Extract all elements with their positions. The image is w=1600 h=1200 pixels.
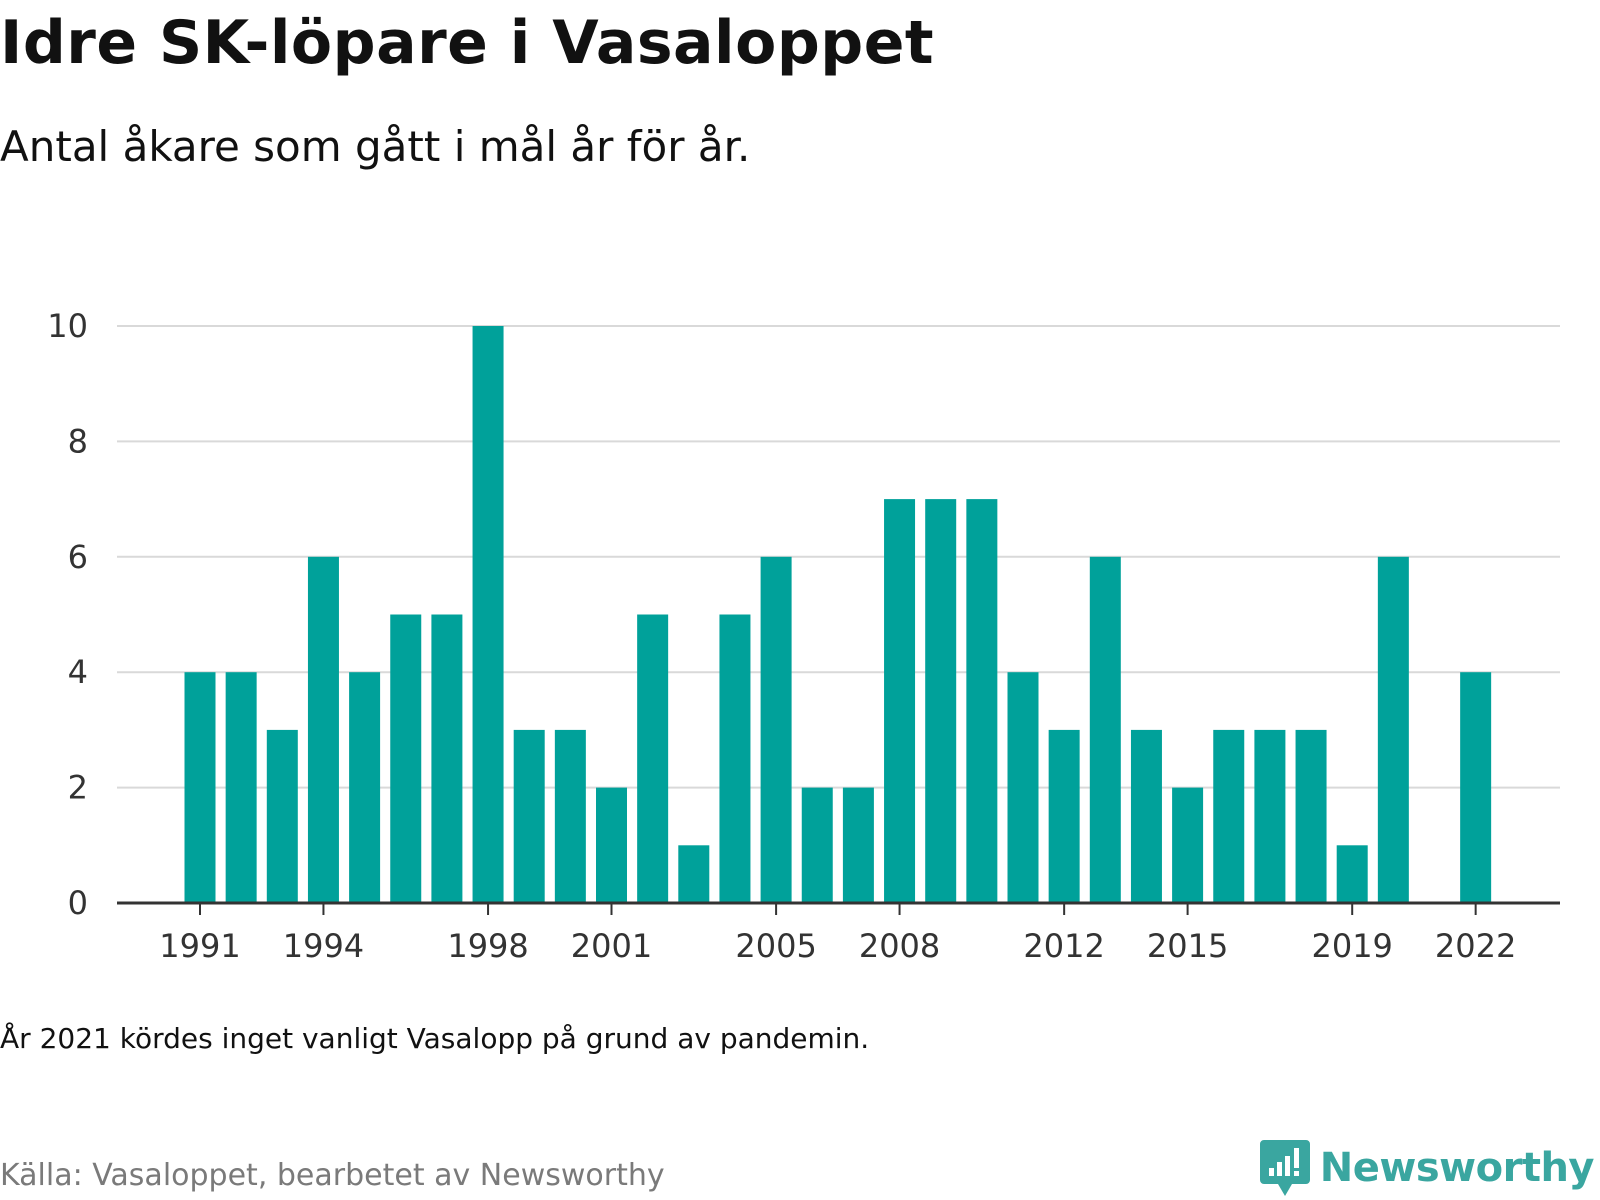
brand-logo: Newsworthy — [1259, 1140, 1595, 1196]
bar-2017 — [1254, 729, 1286, 903]
bar-1992 — [225, 672, 257, 903]
x-tick-label-1994: 1994 — [283, 927, 364, 965]
bar-1999 — [513, 729, 545, 903]
bar-2004 — [719, 614, 751, 903]
bar-2002 — [637, 614, 669, 903]
x-tick-label-2015: 2015 — [1147, 927, 1228, 965]
y-axis-labels: 0 2 4 6 8 10 — [47, 307, 88, 922]
y-tick-label-4: 4 — [68, 653, 88, 691]
bar-2005 — [760, 556, 792, 903]
bar-2009 — [925, 499, 957, 903]
bar-2011 — [1007, 672, 1039, 903]
x-tick-label-1991: 1991 — [159, 927, 240, 965]
bars — [184, 326, 1492, 903]
x-axis-ticks — [199, 903, 1477, 915]
bar-2006 — [801, 787, 833, 903]
bar-2010 — [966, 499, 998, 903]
bar-2019 — [1336, 845, 1368, 903]
y-tick-label-0: 0 — [68, 884, 88, 922]
y-tick-label-8: 8 — [68, 422, 88, 460]
bar-1996 — [390, 614, 422, 903]
bar-chart: 0 2 4 6 8 10 1991 1994 1998 2001 2005 2008 2012 2015… — [47, 307, 1560, 965]
brand-name: Newsworthy — [1319, 1145, 1595, 1191]
chart-subtitle: Antal åkare som gått i mål år för år. — [0, 122, 751, 171]
bar-2000 — [554, 729, 586, 903]
bar-2020 — [1377, 556, 1409, 903]
bar-chart-speech-bubble-icon — [1259, 1140, 1310, 1196]
x-tick-label-2001: 2001 — [571, 927, 652, 965]
x-tick-label-1998: 1998 — [447, 927, 528, 965]
bar-1995 — [349, 672, 381, 903]
bar-2016 — [1213, 729, 1245, 903]
bar-2012 — [1048, 729, 1080, 903]
y-tick-label-10: 10 — [47, 307, 88, 345]
bar-1994 — [307, 556, 339, 903]
x-tick-label-2005: 2005 — [735, 927, 816, 965]
x-tick-label-2019: 2019 — [1311, 927, 1392, 965]
bar-2001 — [596, 787, 627, 903]
bar-2003 — [678, 845, 710, 903]
chart-title: Idre SK-löpare i Vasaloppet — [0, 8, 935, 78]
x-tick-label-2022: 2022 — [1435, 927, 1516, 965]
footnote: År 2021 kördes inget vanligt Vasalopp på… — [0, 1022, 870, 1055]
bar-2007 — [842, 787, 874, 903]
bar-1991 — [184, 672, 216, 903]
y-tick-label-2: 2 — [68, 769, 88, 807]
bar-1998 — [472, 326, 504, 903]
bar-1997 — [431, 614, 463, 903]
bar-2022 — [1460, 672, 1492, 903]
x-tick-label-2008: 2008 — [859, 927, 940, 965]
x-axis-labels: 1991 1994 1998 2001 2005 2008 2012 2015 2019 2022 — [159, 927, 1516, 965]
source-credit: Källa: Vasaloppet, bearbetet av Newswort… — [0, 1158, 665, 1193]
bar-2008 — [884, 499, 916, 903]
y-tick-label-6: 6 — [68, 538, 88, 576]
x-tick-label-2012: 2012 — [1023, 927, 1104, 965]
bar-2014 — [1130, 729, 1162, 903]
bar-1993 — [266, 729, 298, 903]
bar-2015 — [1172, 787, 1204, 903]
bar-2018 — [1295, 729, 1327, 903]
bar-2013 — [1089, 556, 1121, 903]
